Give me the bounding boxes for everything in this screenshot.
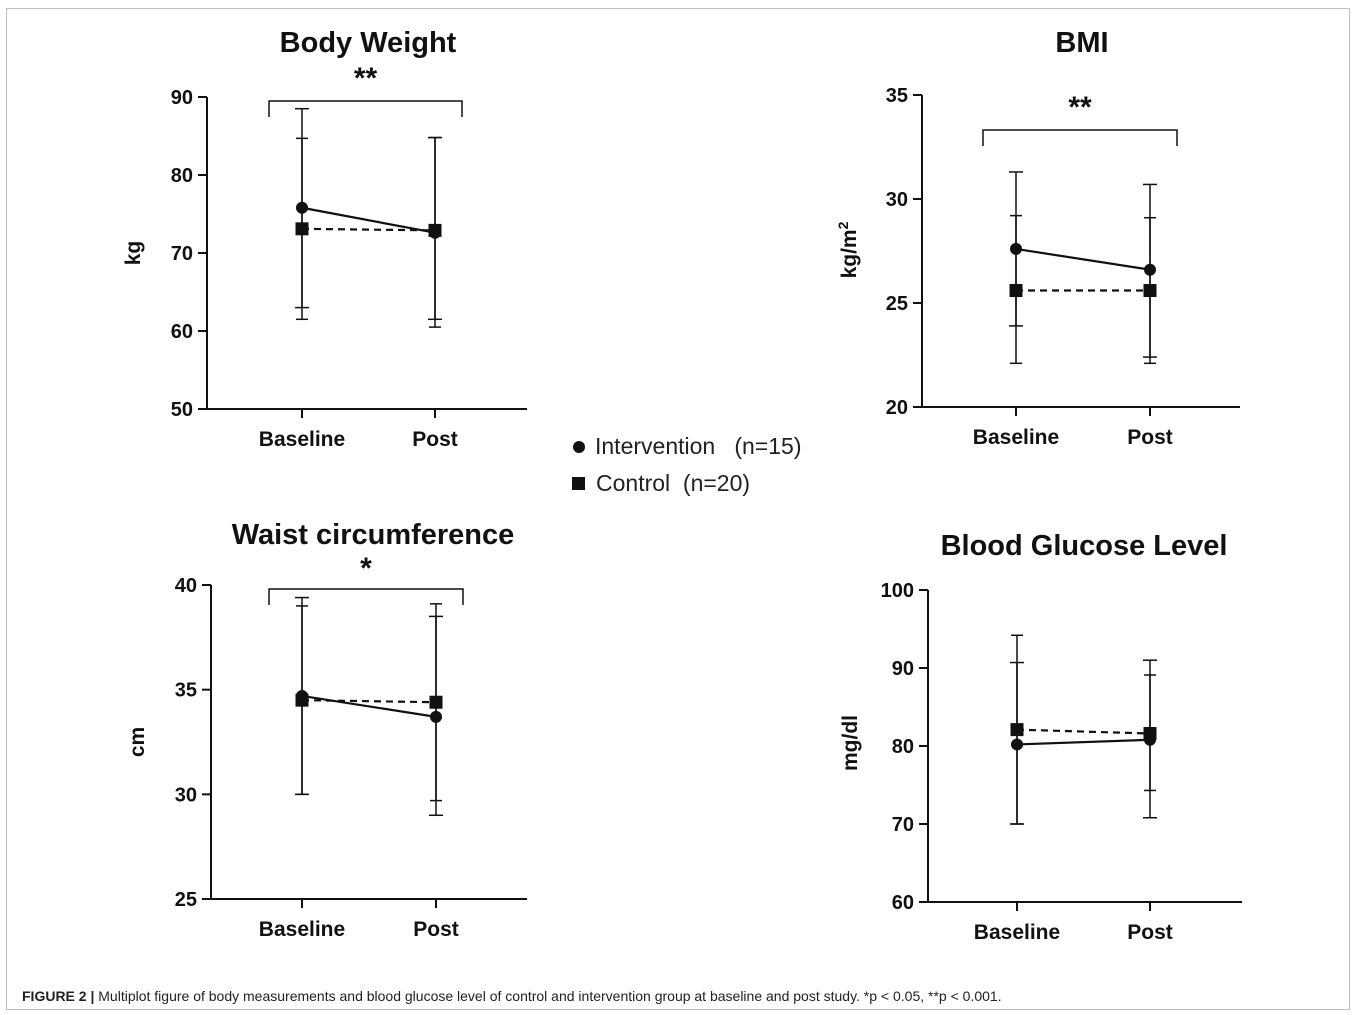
y-tick-label: 90 [171, 87, 193, 109]
data-point-control [1010, 723, 1024, 737]
significance-bracket [268, 100, 463, 117]
y-tick-label: 60 [892, 892, 914, 914]
series-line-control [301, 227, 436, 232]
significance-marker: * [360, 552, 372, 585]
y-tick-label: 35 [886, 85, 908, 107]
significance-marker: ** [1068, 91, 1092, 124]
data-point-control [428, 223, 442, 237]
legend-label-control: Control (n=20) [596, 470, 751, 496]
series-line-intervention [1015, 247, 1151, 271]
figure-frame [6, 8, 1350, 1010]
series-line-intervention [1016, 738, 1151, 746]
x-tick-label: Baseline [259, 918, 345, 941]
data-point-control [1143, 727, 1157, 741]
y-tick-label: 50 [171, 399, 193, 421]
y-tick-label: 30 [886, 189, 908, 211]
chart-panel-waist: Waist circumference cm 25 30 35 40 Baseline Pos… [126, 519, 527, 941]
chart-title: Body Weight [280, 27, 457, 59]
data-point-control [429, 695, 443, 709]
significance-bracket [982, 129, 1178, 146]
square-marker-icon [572, 477, 585, 490]
y-axis-label-superscript: 2 [835, 221, 851, 229]
y-tick-label: 100 [881, 580, 914, 602]
x-tick-label: Post [1127, 426, 1173, 449]
data-point-control [295, 222, 309, 236]
y-tick-label: 25 [175, 889, 197, 911]
chart-panel-bmi: BMI kg/m2 20 25 30 35 Baseline Post ** [835, 27, 1240, 449]
y-tick-label: 35 [175, 680, 197, 702]
y-axis-label: kg/m2 [835, 221, 861, 278]
y-tick-label: 40 [175, 575, 197, 597]
figure-caption: FIGURE 2 | Multiplot figure of body meas… [22, 988, 1002, 1004]
legend-label-intervention: Intervention (n=15) [595, 433, 802, 459]
legend: Intervention (n=15) Control (n=20) [570, 428, 801, 502]
chart-title: BMI [1055, 27, 1108, 59]
x-tick-label: Baseline [974, 921, 1060, 944]
y-tick-label: 30 [175, 784, 197, 806]
y-tick-label: 90 [892, 658, 914, 680]
y-tick-label: 60 [171, 321, 193, 343]
data-point-control [1143, 284, 1157, 298]
y-tick-label: 80 [171, 165, 193, 187]
data-point-control [1009, 284, 1023, 298]
series-line-intervention [301, 206, 436, 234]
chart-panel-body-weight: Body Weight kg 50 60 70 80 90 Baseline Post ** [122, 27, 527, 451]
y-axis-label: mg/dl [839, 715, 862, 771]
significance-bracket [268, 588, 464, 605]
y-tick-label: 20 [886, 397, 908, 419]
legend-item-intervention: Intervention (n=15) [570, 428, 801, 465]
y-axis-label: cm [126, 727, 149, 757]
x-tick-label: Baseline [973, 426, 1059, 449]
series-line-control [301, 699, 437, 704]
x-tick-label: Baseline [259, 428, 345, 451]
chart-title: Waist circumference [232, 519, 515, 551]
data-point-control [295, 693, 309, 707]
chart-title: Blood Glucose Level [941, 530, 1228, 562]
y-tick-label: 25 [886, 293, 908, 315]
legend-item-control: Control (n=20) [570, 465, 801, 502]
x-tick-label: Post [1127, 921, 1173, 944]
series-line-intervention [301, 694, 437, 718]
significance-marker: ** [354, 62, 378, 95]
caption-text: Multiplot figure of body measurements an… [94, 988, 1002, 1004]
circle-marker-icon [573, 440, 585, 453]
y-tick-label: 70 [892, 814, 914, 836]
y-tick-label: 70 [171, 243, 193, 265]
chart-panel-glucose: Blood Glucose Level mg/dl 60 70 80 90 100 Basel… [839, 530, 1242, 944]
y-tick-label: 80 [892, 736, 914, 758]
x-tick-label: Post [413, 918, 459, 941]
series-line-control [1016, 728, 1151, 735]
caption-label: FIGURE 2 | [22, 988, 95, 1004]
x-tick-label: Post [412, 428, 458, 451]
y-axis-label: kg [122, 241, 145, 266]
